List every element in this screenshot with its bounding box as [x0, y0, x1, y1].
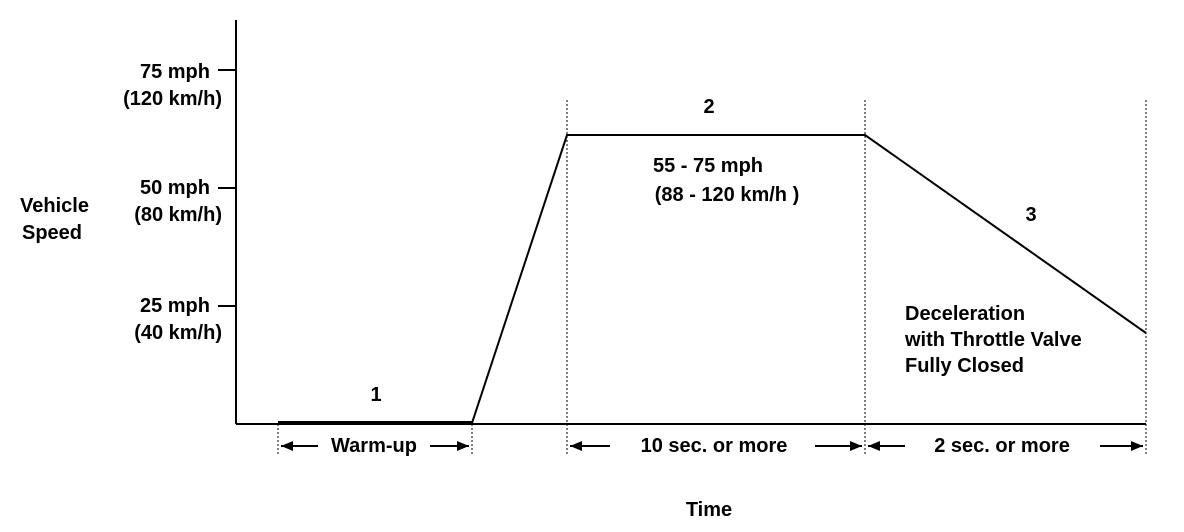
y-tick-label-75-mph: 75 mph: [140, 61, 210, 83]
phase-2-duration-label: 10 sec. or more: [641, 435, 788, 457]
y-tick-label-75-kmh: (120 km/h): [123, 88, 222, 110]
phase-2-duration-arrow: [570, 441, 862, 451]
phase-1-number: 1: [370, 384, 381, 406]
speed-profile-line: [471, 134, 1147, 424]
y-tick-label-25-kmh: (40 km/h): [134, 322, 222, 344]
phase-2-speed-kmh: (88 - 120 km/h ): [655, 184, 800, 206]
phase-3-duration-arrow: [868, 441, 1143, 451]
phase-3-note-line1: Deceleration: [905, 303, 1025, 325]
y-tick-label-25-mph: 25 mph: [140, 295, 210, 317]
phase-3-duration-label: 2 sec. or more: [934, 435, 1070, 457]
phase-3-note-line2: with Throttle Valve: [904, 329, 1082, 351]
warm-up-duration-arrow: [281, 441, 469, 451]
warm-up-duration-label: Warm-up: [331, 435, 417, 457]
phase-3-number: 3: [1025, 204, 1036, 226]
y-tick-label-50-kmh: (80 km/h): [134, 204, 222, 226]
y-axis-title-line2: Speed: [22, 222, 82, 244]
phase-2-number: 2: [703, 96, 714, 118]
x-axis-title: Time: [686, 499, 732, 521]
phase-3-note-line3: Fully Closed: [905, 355, 1024, 377]
phase-2-speed-mph: 55 - 75 mph: [653, 155, 763, 177]
y-tick-label-50-mph: 50 mph: [140, 177, 210, 199]
y-axis-title-line1: Vehicle: [20, 195, 89, 217]
